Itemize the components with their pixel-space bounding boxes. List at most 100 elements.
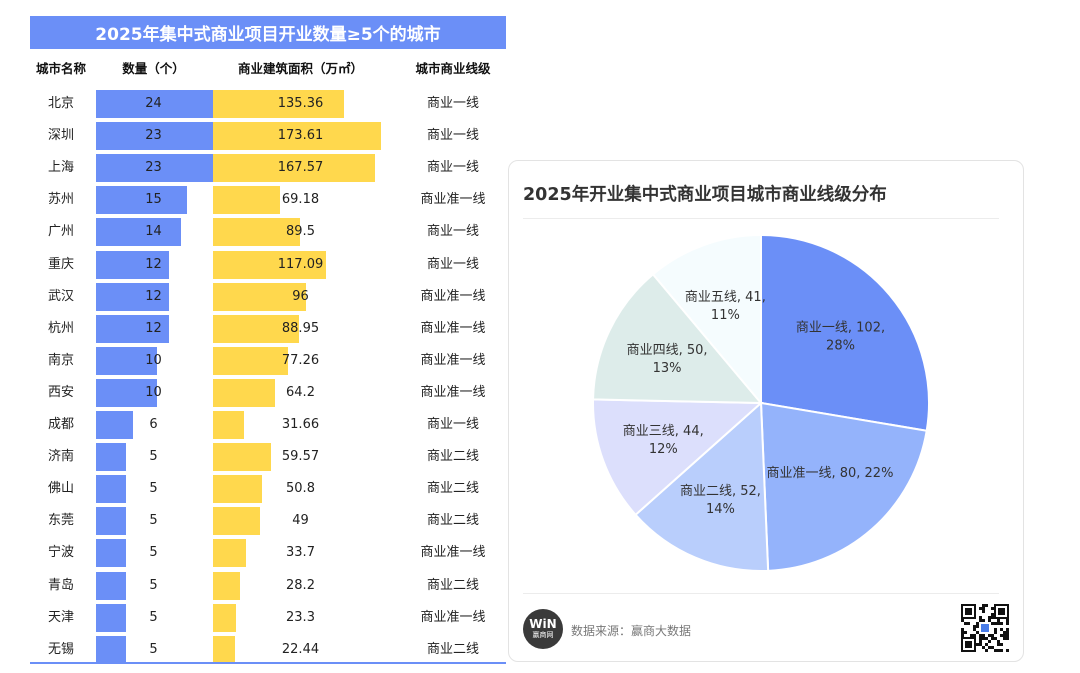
table-row: 佛山 5 50.8 商业二线 [30, 473, 506, 505]
city-name: 济南 [47, 449, 74, 465]
count-label: 10 [145, 384, 162, 400]
count-bar [96, 539, 127, 568]
city-name: 上海 [47, 160, 74, 176]
pie-slice [592, 398, 764, 517]
area-label: 88.95 [281, 320, 320, 336]
table-row: 武汉 12 96 商业准一线 [30, 281, 506, 313]
count-bar [96, 475, 127, 504]
count-bar [96, 571, 127, 600]
area-bar [213, 314, 300, 343]
table-row: 成都 6 31.66 商业一线 [30, 409, 506, 441]
city-name: 西安 [47, 384, 74, 400]
city-name: 南京 [47, 352, 74, 368]
area-bar [213, 346, 288, 375]
city-name: 成都 [47, 417, 74, 432]
winshang-logo: WiN 赢商网 [523, 609, 563, 649]
table-row: 青岛 5 28.2 商业二线 [30, 570, 506, 602]
area-bar [213, 571, 241, 600]
count-bar [96, 122, 236, 151]
header-tier: 城市商业线级 [415, 61, 491, 76]
area-label: 96 [292, 288, 309, 304]
city-name: 重庆 [47, 256, 74, 272]
table-row: 杭州 12 88.95 商业准一线 [30, 313, 506, 345]
area-label: 33.7 [286, 545, 315, 561]
count-label: 24 [145, 96, 162, 111]
slice-label: 商业四线, 50, 13% [627, 343, 708, 376]
count-label: 12 [145, 288, 162, 304]
area-label: 49 [292, 513, 309, 529]
count-label: 5 [149, 449, 158, 465]
area-label: 28.2 [286, 577, 315, 593]
tier-label: 商业一线 [426, 96, 479, 111]
city-name: 天津 [47, 609, 74, 625]
tier-label: 商业准一线 [420, 545, 486, 561]
city-name: 武汉 [47, 288, 74, 304]
pie-chart: 商业一线, 102, 28% 商业准一线, 80, 22% 商业二线, 52, 14% 商… [592, 233, 930, 572]
area-label: 167.57 [277, 160, 324, 176]
count-bar [96, 346, 157, 375]
count-label: 5 [149, 641, 158, 657]
tier-label: 商业准一线 [420, 288, 486, 304]
count-bar [96, 154, 236, 183]
area-bar [213, 603, 236, 632]
tier-label: 商业一线 [426, 417, 479, 432]
area-bar [213, 411, 244, 439]
pie-title-divider [523, 218, 999, 219]
pie-slice [759, 401, 928, 572]
tier-label: 商业一线 [426, 224, 479, 240]
tier-label: 商业二线 [426, 577, 479, 593]
city-table: 2025年集中式商业项目开业数量≥5个的城市 城市名称 数量（个） 商业建筑面积… [30, 16, 506, 666]
slice-label: 商业五线, 41, 11% [685, 290, 766, 323]
area-bar [213, 122, 381, 151]
table-row: 西安 10 64.2 商业准一线 [30, 377, 506, 409]
table-row: 重庆 12 117.09 商业一线 [30, 249, 506, 281]
count-label: 5 [149, 577, 158, 593]
city-name: 北京 [47, 96, 74, 111]
header-area: 商业建筑面积（万㎡） [237, 61, 363, 76]
pie-slice [592, 272, 764, 405]
area-label: 64.2 [286, 384, 315, 400]
city-name: 杭州 [47, 320, 74, 336]
area-bar [213, 282, 306, 311]
area-label: 77.26 [281, 352, 320, 368]
city-name: 苏州 [47, 192, 74, 208]
slice-label: 商业一线, 102, 28% [796, 321, 885, 354]
count-label: 5 [149, 545, 158, 561]
count-label: 5 [149, 513, 158, 529]
area-label: 22.44 [281, 641, 320, 657]
table-row: 北京 24 135.36 商业一线 [30, 88, 506, 120]
qr-code-icon [961, 604, 1009, 652]
count-bar [96, 443, 127, 472]
tier-label: 商业准一线 [420, 384, 486, 400]
area-label: 59.57 [281, 449, 320, 465]
city-name: 广州 [47, 224, 74, 240]
table-row: 宁波 5 33.7 商业准一线 [30, 537, 506, 569]
count-label: 15 [145, 192, 162, 208]
tier-label: 商业二线 [426, 481, 479, 497]
count-label: 5 [149, 609, 158, 625]
count-bar [96, 186, 188, 215]
city-name: 青岛 [47, 577, 74, 593]
area-bar [213, 475, 263, 504]
tier-label: 商业一线 [426, 128, 479, 144]
slice-label: 商业三线, 44, 12% [623, 424, 704, 457]
area-label: 117.09 [277, 256, 324, 272]
tier-label: 商业一线 [426, 256, 479, 272]
count-bar [96, 507, 127, 536]
table-row: 上海 23 167.57 商业一线 [30, 152, 506, 184]
area-bar [213, 250, 327, 279]
city-name: 无锡 [47, 641, 74, 657]
slice-label: 商业二线, 52, 14% [680, 484, 761, 517]
table-title: 2025年集中式商业项目开业数量≥5个的城市 [30, 16, 506, 49]
count-bar [96, 635, 127, 664]
count-label: 5 [149, 481, 158, 497]
pie-slice [634, 400, 770, 572]
slice-label: 商业准一线, 80, 22% [766, 466, 893, 481]
table-row: 东莞 5 49 商业二线 [30, 505, 506, 537]
tier-label: 商业准一线 [420, 320, 486, 336]
area-label: 135.36 [277, 96, 324, 111]
area-bar [213, 539, 246, 568]
area-label: 23.3 [286, 609, 315, 625]
tier-label: 商业二线 [426, 513, 479, 529]
pie-slice [651, 233, 762, 406]
